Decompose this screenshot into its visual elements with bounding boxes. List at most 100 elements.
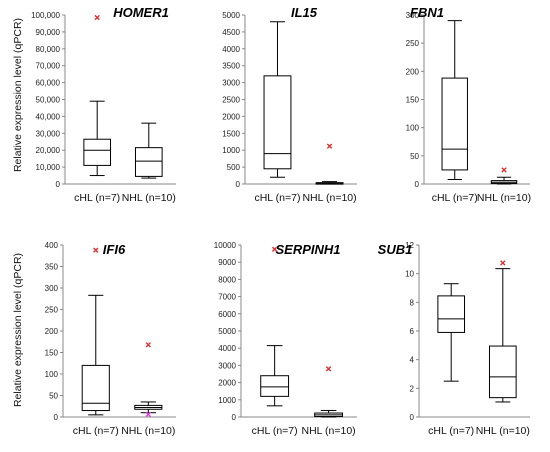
panel-5: 0 2 4 6 8 10 12 cHL (n=7) NHL (n=10) SUB1 (378, 241, 530, 437)
y-tick-label: 3500 (222, 62, 240, 71)
box-iqr (437, 295, 466, 333)
y-tick-label: 8 (410, 298, 415, 307)
x-category-label: cHL (n=7) (254, 192, 300, 204)
y-tick-label: 6000 (218, 310, 236, 319)
outlier-marker (271, 246, 278, 252)
box-iqr (441, 77, 468, 171)
y-tick-label: 10 (405, 270, 414, 279)
y-tick-label: 10,000 (36, 163, 61, 172)
outlier-marker (145, 411, 152, 418)
y-tick-label: 40,000 (36, 112, 61, 121)
y-tick-label: 90,000 (36, 28, 61, 37)
y-tick-label: 2000 (222, 112, 240, 121)
y-tick-label: 350 (45, 263, 59, 272)
y-tick-label: 2 (410, 384, 415, 393)
y-tick-label: 400 (45, 241, 59, 250)
y-tick-label: 200 (45, 327, 59, 336)
outlier-stroke (271, 246, 278, 252)
y-tick-label: 0 (236, 180, 241, 189)
y-tick-label: 50 (410, 152, 419, 161)
y-tick-label: 10000 (214, 241, 237, 250)
x-category-label: NHL (n=10) (122, 192, 176, 204)
y-tick-label: 7000 (218, 293, 236, 302)
y-tick-label: 8000 (218, 275, 236, 284)
y-tick-label: 0 (54, 413, 59, 422)
y-tick-label: 150 (406, 96, 420, 105)
box-iqr (134, 147, 163, 177)
y-tick-label: 2500 (222, 96, 240, 105)
y-tick-label: 70,000 (36, 62, 61, 71)
box-iqr (81, 364, 110, 412)
y-tick-label: 4500 (222, 28, 240, 37)
y-tick-label: 60,000 (36, 79, 61, 88)
y-axis-label-bottom: Relative expression level (qPCR) (12, 253, 24, 407)
y-tick-label: 20,000 (36, 146, 61, 155)
outlier-marker (501, 167, 507, 173)
x-category-label: cHL (n=7) (252, 425, 298, 437)
panel-title: HOMER1 (113, 5, 169, 20)
y-tick-label: 200 (406, 67, 420, 76)
x-category-label: cHL (n=7) (73, 425, 119, 437)
outlier-stroke (325, 366, 332, 372)
outlier-stroke (501, 167, 507, 173)
x-category-label: NHL (n=10) (302, 192, 356, 204)
y-tick-label: 4000 (218, 344, 236, 353)
outlier-stroke (94, 14, 100, 21)
outlier-stroke (93, 247, 99, 253)
panel-4: 0 1000 2000 3000 4000 5000 6000 7000 8000 9000 100… (214, 241, 357, 437)
outlier-stroke (500, 260, 506, 266)
y-tick-label: 100 (406, 124, 420, 133)
y-tick-label: 250 (45, 306, 59, 315)
y-tick-label: 1000 (222, 146, 240, 155)
y-tick-label: 300 (406, 11, 420, 20)
box-iqr (263, 75, 292, 170)
y-tick-label: 12 (405, 241, 414, 250)
y-tick-label: 5000 (218, 327, 236, 336)
y-axis-label-top: Relative expression level (qPCR) (12, 18, 24, 172)
y-tick-label: 80,000 (36, 45, 61, 54)
y-tick-label: 3000 (222, 79, 240, 88)
x-category-label: NHL (n=10) (477, 192, 531, 204)
y-tick-label: 0 (410, 413, 415, 422)
outlier-marker (93, 247, 99, 253)
y-tick-label: 300 (45, 284, 59, 293)
box-iqr (260, 375, 290, 397)
outlier-stroke (326, 143, 333, 149)
box-iqr (488, 345, 517, 399)
panel-title: IL15 (291, 5, 318, 20)
panel-2: 0 50 100 150 200 250 300 cHL (n=7) NHL (n=10) FBN… (406, 5, 531, 204)
outlier-marker (325, 366, 332, 372)
panel-0: 0 10,000 20,000 30,000 40,000 50,000 60,000 70,… (31, 5, 176, 204)
y-tick-label: 9000 (218, 258, 236, 267)
y-tick-label: 500 (227, 163, 241, 172)
panels: 0 10,000 20,000 30,000 40,000 50,000 60,000 70,… (31, 5, 531, 437)
outlier-marker (145, 342, 152, 348)
y-tick-label: 6 (410, 327, 415, 336)
outlier-marker (326, 143, 333, 149)
y-tick-label: 250 (406, 39, 420, 48)
x-category-label: cHL (n=7) (428, 425, 474, 437)
panel-title: FBN1 (410, 5, 444, 20)
panel-title: SERPINH1 (275, 242, 340, 257)
outlier-stroke (145, 411, 152, 418)
x-category-label: NHL (n=10) (121, 425, 175, 437)
y-tick-label: 50,000 (36, 96, 61, 105)
y-tick-label: 150 (45, 349, 59, 358)
y-tick-label: 5000 (222, 11, 240, 20)
panel-1: 0 500 1000 1500 2000 2500 3000 3500 4000 4500 5000… (222, 5, 357, 204)
y-tick-label: 30,000 (36, 129, 61, 138)
x-category-label: NHL (n=10) (301, 425, 355, 437)
y-tick-label: 1500 (222, 129, 240, 138)
box-iqr (83, 138, 112, 166)
y-tick-label: 4000 (222, 45, 240, 54)
panel-3: 0 50 100 150 200 250 300 350 400 cHL (n=7) NHL (n=… (45, 241, 176, 437)
outlier-marker (500, 260, 506, 266)
outlier-stroke (145, 342, 152, 348)
y-tick-label: 4 (410, 356, 415, 365)
x-category-label: cHL (n=7) (74, 192, 120, 204)
y-tick-label: 1000 (218, 396, 236, 405)
y-tick-label: 0 (56, 180, 61, 189)
y-tick-label: 100,000 (31, 11, 60, 20)
